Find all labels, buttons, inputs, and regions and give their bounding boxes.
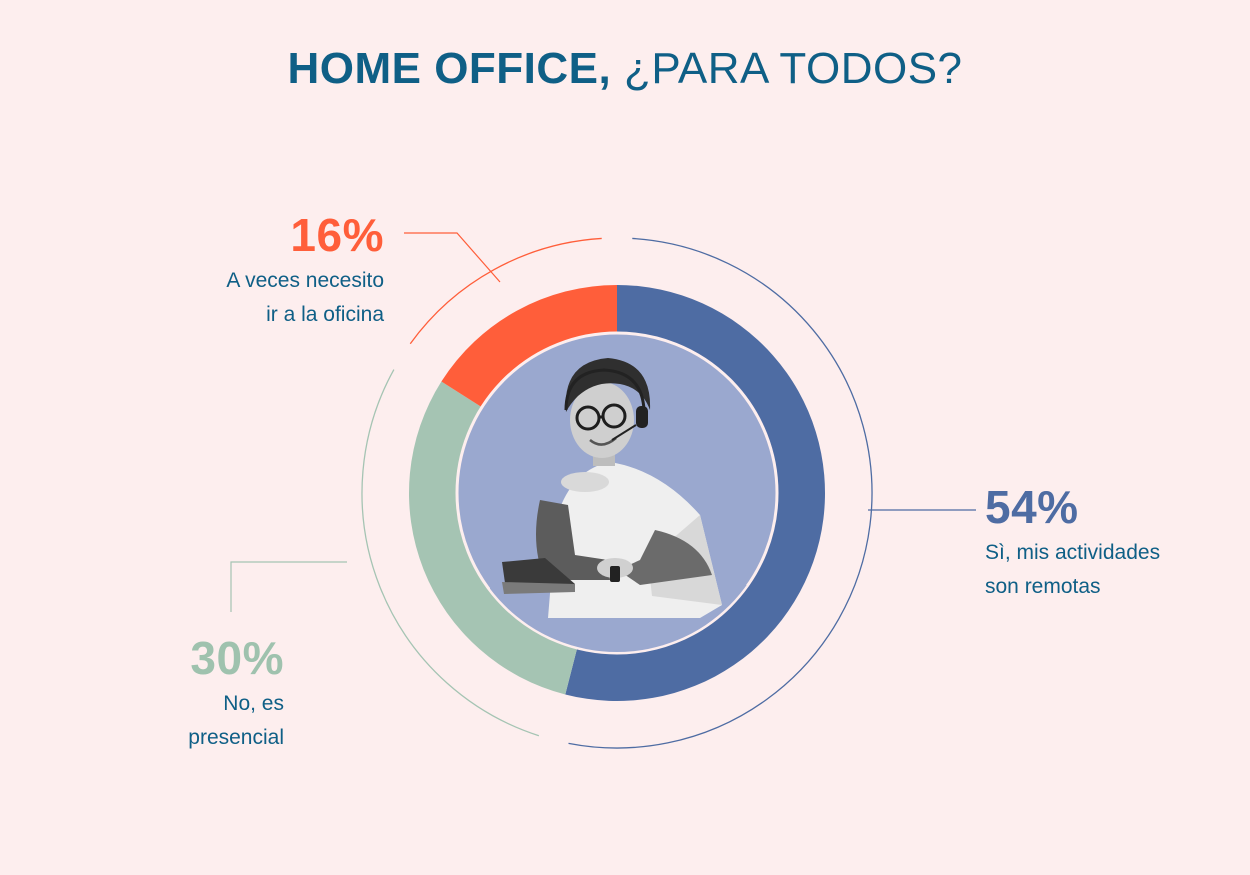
donut-slice-30 (409, 381, 578, 695)
outer-arc-30 (361, 369, 540, 737)
outer-arc-54 (568, 237, 873, 749)
label-30: 30% No, es presencial (84, 635, 284, 755)
desc-16-line2: ir a la oficina (266, 303, 384, 326)
desc-54-line1: Sì, mis actividades (985, 541, 1161, 564)
desc-30-line2: presencial (188, 726, 284, 749)
donut-slice-16 (441, 285, 617, 408)
label-16: 16% A veces necesito ir a la oficina (124, 212, 384, 332)
leader-line-30 (230, 561, 347, 612)
page-title: HOME OFFICE, ¿PARA TODOS? (0, 44, 1250, 94)
desc-54-line2: son remotas (985, 575, 1101, 598)
desc-30: No, es presencial (84, 687, 284, 755)
percent-16: 16% (290, 209, 384, 261)
leader-line-16 (404, 232, 501, 283)
desc-54: Sì, mis actividades son remotas (985, 536, 1225, 604)
center-photo (455, 331, 779, 655)
title-bold: HOME OFFICE, (287, 44, 612, 93)
title-light: ¿PARA TODOS? (611, 44, 963, 93)
leader-lines (230, 232, 976, 612)
label-54: 54% Sì, mis actividades son remotas (985, 484, 1225, 604)
percent-30: 30% (190, 632, 284, 684)
desc-30-line1: No, es (223, 692, 284, 715)
percent-54: 54% (985, 481, 1079, 533)
desc-16: A veces necesito ir a la oficina (124, 264, 384, 332)
outer-arc-16 (409, 237, 602, 345)
desc-16-line1: A veces necesito (226, 269, 384, 292)
donut-slice-54 (565, 285, 826, 701)
donut-slices (409, 285, 826, 701)
outer-arcs (361, 237, 873, 749)
